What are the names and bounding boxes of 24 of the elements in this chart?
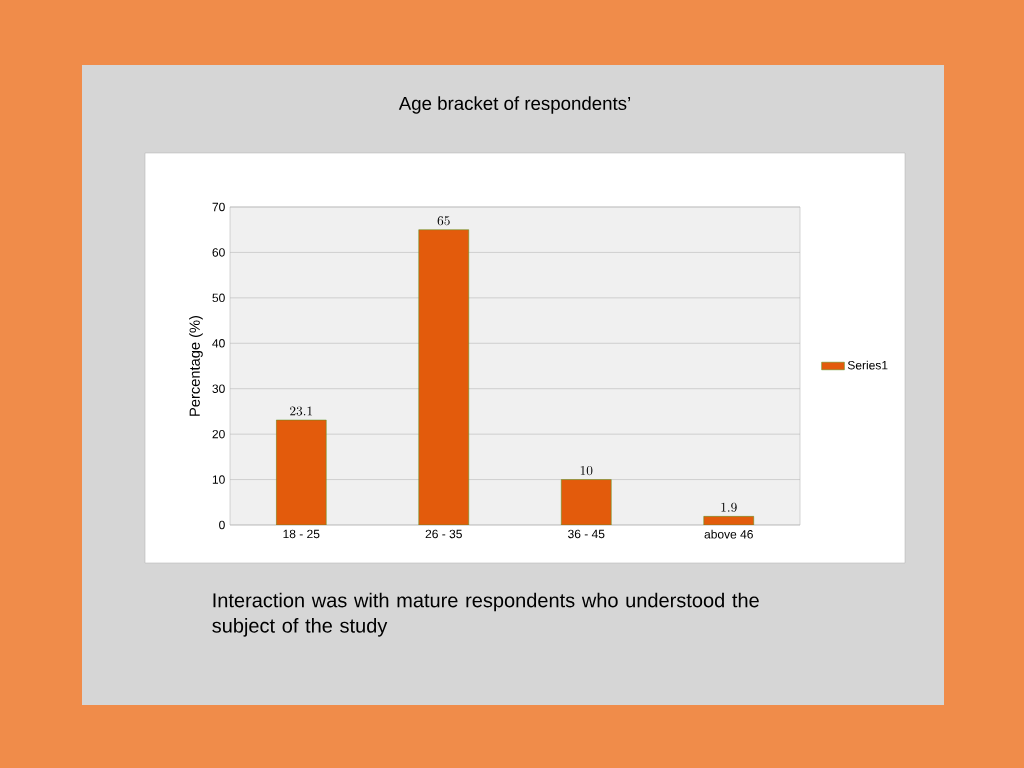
text: Interaction was with mature respondents who understood the subject of the study: [212, 592, 759, 637]
legend-label: Series1: [847, 360, 888, 370]
x-tick-label: above 46: [704, 529, 753, 539]
data-label: 10: [580, 465, 593, 476]
bar: [703, 516, 755, 525]
y-tick-label: 70: [212, 202, 225, 212]
y-tick-label: 50: [212, 293, 225, 303]
bar: [418, 229, 470, 525]
x-tick-label: 36 - 45: [568, 529, 605, 539]
bar: [275, 419, 327, 525]
y-tick-label: 10: [212, 475, 225, 484]
x-tick-label: 26 - 35: [425, 529, 462, 539]
y-tick-label: 30: [212, 384, 225, 393]
data-label: 1 .9: [721, 502, 737, 512]
data-label: 23. 1: [290, 406, 313, 416]
y-tick-label: 20: [212, 429, 225, 439]
x-tick-label: 18 - 25: [283, 529, 320, 539]
y-tick-label: 40: [212, 339, 225, 348]
y-axis-title: Percentage (%): [189, 315, 203, 416]
y-tick-label: 0: [219, 520, 225, 530]
bar: [560, 479, 612, 525]
chart-title: Age bracket of respondents’: [398, 96, 631, 114]
y-tick-label: 60: [212, 248, 225, 257]
data-label: 65: [437, 216, 450, 226]
